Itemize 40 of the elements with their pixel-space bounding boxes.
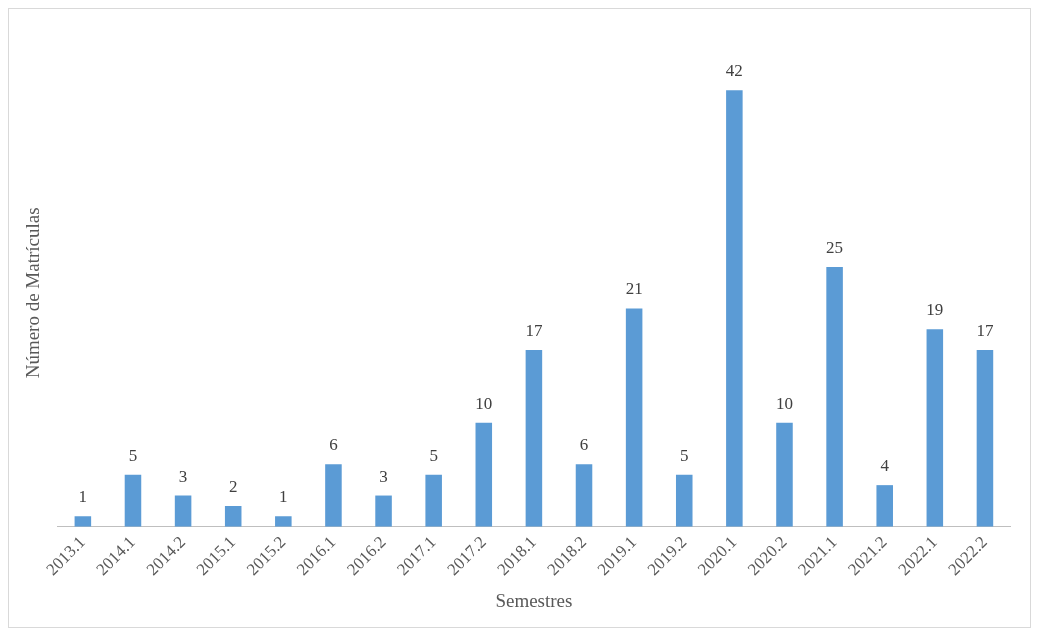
data-label: 6 <box>329 435 338 455</box>
data-label: 10 <box>475 393 493 413</box>
bar <box>575 464 593 527</box>
bar <box>275 516 292 527</box>
data-label: 17 <box>525 320 543 340</box>
bar <box>625 308 643 527</box>
bar <box>926 329 944 527</box>
data-label: 5 <box>128 445 138 465</box>
bar <box>174 495 192 527</box>
data-label: 21 <box>625 279 643 299</box>
bar <box>826 266 843 527</box>
bar <box>876 485 893 527</box>
data-label: 25 <box>826 237 844 257</box>
bar <box>375 495 392 527</box>
data-label: 19 <box>926 300 944 320</box>
bar <box>325 464 342 527</box>
data-label: 17 <box>976 320 994 340</box>
data-label: 6 <box>579 435 589 455</box>
bar <box>475 422 493 527</box>
data-label: 3 <box>379 466 388 486</box>
data-label: 42 <box>725 61 743 81</box>
bar <box>776 422 793 527</box>
data-label: 1 <box>279 487 288 507</box>
data-label: 3 <box>178 466 188 486</box>
bar <box>224 505 242 527</box>
bar <box>425 474 442 527</box>
data-label: 5 <box>429 445 438 465</box>
bar <box>976 350 994 527</box>
bar <box>675 474 693 527</box>
bar <box>525 350 543 527</box>
data-label: 1 <box>78 487 88 507</box>
data-label: 5 <box>680 445 689 465</box>
data-label: 2 <box>228 476 238 496</box>
y-axis-title: Número de Matrículas <box>22 207 44 379</box>
data-label: 4 <box>880 456 890 476</box>
bar <box>726 90 743 527</box>
x-axis-title: Semestres <box>495 589 573 611</box>
data-label: 10 <box>775 393 793 413</box>
bar <box>124 474 142 527</box>
bar <box>74 516 92 527</box>
